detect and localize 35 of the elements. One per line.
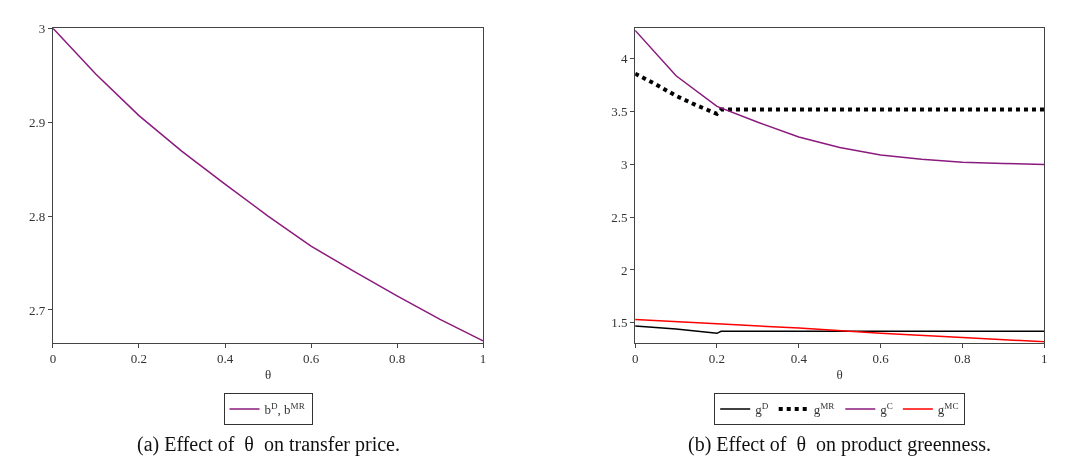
- x-tick-label: 1: [1041, 351, 1048, 367]
- x-axis-title: θ: [264, 367, 272, 383]
- y-tick-label: 3: [621, 157, 628, 172]
- y-tick-label: 2.8: [29, 208, 46, 224]
- x-tick-label: 0.8: [954, 351, 971, 367]
- x-tick-label: 0.4: [790, 351, 808, 367]
- line-series: [635, 29, 1045, 166]
- x-tick-label: 0.2: [708, 351, 726, 367]
- x-tick-label: 0.2: [130, 351, 148, 367]
- x-tick-label: 0.4: [216, 351, 234, 367]
- legend-label: b$^{D}$, b$^{MR}$: [264, 400, 306, 418]
- line-series: [635, 325, 1045, 335]
- line-series: [635, 318, 1045, 343]
- x-axis-title: θ: [836, 367, 843, 383]
- y-tick-label: 4: [621, 51, 629, 67]
- y-tick-label: 3: [38, 20, 46, 36]
- text: (b) Effect of θ on product greenness.: [688, 433, 991, 456]
- legend-label: g$^{MC}$: [937, 400, 959, 418]
- x-tick-label: 0.8: [388, 351, 406, 367]
- legend-label: g$^{D}$: [755, 400, 769, 418]
- y-tick-label: 3.5: [611, 104, 628, 120]
- x-tick-label: 0: [49, 351, 57, 367]
- y-tick-label: 2.7: [29, 302, 46, 318]
- x-tick-label: 0: [631, 351, 639, 367]
- x-tick-label: 0.6: [872, 351, 890, 367]
- legend-label: g$^{C}$: [880, 400, 893, 418]
- y-tick-label: 1.5: [611, 315, 628, 331]
- y-tick-label: 2: [621, 262, 628, 278]
- legend-label: g$^{MR}$: [813, 400, 836, 418]
- x-tick-label: 1: [479, 351, 487, 367]
- line-series: [635, 71, 1045, 116]
- y-tick-label: 2.5: [611, 209, 628, 225]
- text: (a) Effect of θ on transfer price.: [137, 433, 400, 456]
- x-tick-label: 0.6: [302, 351, 320, 367]
- y-tick-label: 2.9: [29, 114, 46, 130]
